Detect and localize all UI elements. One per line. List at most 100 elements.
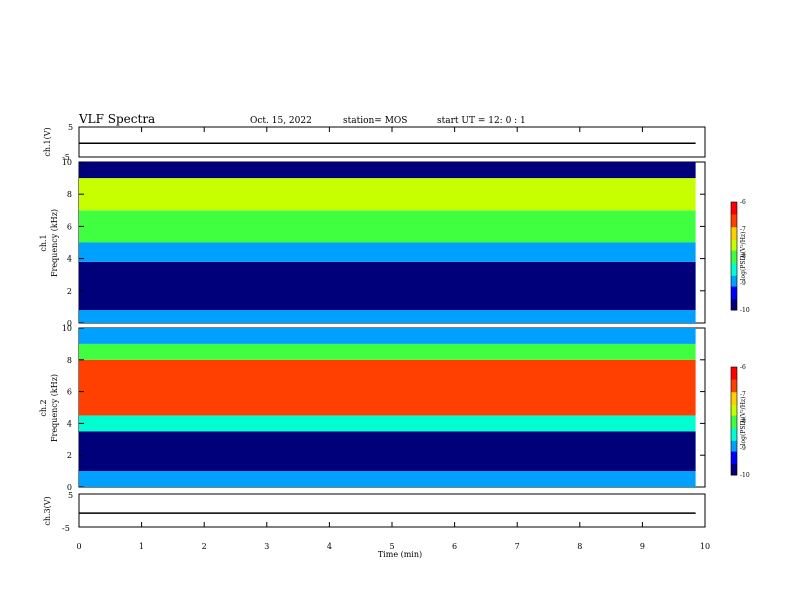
time-tick-label-1: 1 [139, 542, 144, 551]
ch1-colorbar-swatch-59 [731, 308, 737, 311]
ch2-colorbar-swatch-34 [731, 428, 737, 431]
ch3-voltage-panel: 5 -5 ch.3(V) [43, 491, 706, 533]
ch1-colorbar-swatch-16 [731, 230, 737, 234]
ch1-spec-ytick-label-5: 10 [62, 158, 72, 167]
ch1-colorbar-tick-2: -8 [740, 253, 746, 260]
ch2-colorbar-label: log(PSD)(V²/Hz) [740, 397, 747, 446]
ch1-colorbar-swatch-42 [731, 277, 737, 280]
ch3-ytick-bottom: -5 [62, 524, 70, 533]
ch2-colorbar-swatch-4 [731, 374, 737, 377]
ch2-colorbar-frame [730, 366, 738, 476]
ch2-colorbar-swatch-17 [731, 397, 737, 400]
ch2-colorbar-swatch-37 [731, 433, 737, 436]
ch1-spec-band-1 [79, 261, 696, 311]
ch1-colorbar-swatch-49 [731, 290, 737, 293]
ch1-frequency-ylabel: Frequency (kHz) [50, 209, 59, 277]
ch1-colorbar-swatch-25 [731, 247, 737, 250]
ch2-colorbar-swatch-43 [731, 444, 737, 447]
ch1-spec-band-4 [79, 178, 696, 211]
ch2-colorbar-swatch-2 [731, 370, 737, 373]
ch2-colorbar-swatch-24 [731, 410, 737, 413]
ch2-colorbar-swatch-14 [731, 392, 737, 395]
ch2-colorbar-swatch-40 [731, 439, 737, 442]
ch1-colorbar-swatch-27 [731, 250, 737, 253]
ch1-colorbar-swatch-24 [731, 245, 737, 248]
ch2-spec-ytick-label-3: 6 [67, 388, 72, 397]
ch2-colorbar-swatch-39 [731, 437, 737, 440]
ch2-spec-ytick-label-2: 4 [67, 419, 72, 428]
ch2-colorbar-swatch-48 [731, 453, 737, 456]
ch1-colorbar-swatch-9 [731, 218, 737, 221]
ch2-colorbar-swatch-44 [731, 446, 737, 449]
ch1-spec-ytick-label-4: 8 [67, 190, 72, 199]
ch1-colorbar-swatch-40 [731, 274, 737, 277]
ch2-colorbar-swatch-41 [731, 440, 737, 444]
ch1-colorbar-swatch-34 [731, 263, 737, 266]
ch2-colorbar-swatch-26 [731, 413, 737, 417]
ch2-colorbar-swatch-13 [731, 390, 737, 393]
ch2-colorbar-swatch-32 [731, 424, 737, 427]
ch2-colorbar-swatch-19 [731, 401, 737, 404]
ch1-colorbar-swatch-43 [731, 279, 737, 282]
ch2-frequency-ylabel: Frequency (kHz) [50, 374, 59, 442]
ch1-colorbar-swatch-13 [731, 225, 737, 228]
ch1-colorbar-swatch-29 [731, 254, 737, 257]
ch2-colorbar-swatch-11 [731, 386, 737, 390]
ch1-spec-band-0 [79, 310, 696, 323]
ch2-colorbar-swatch-55 [731, 466, 737, 469]
ch1-spec-band-3 [79, 210, 696, 243]
ch1-ytick-top: 5 [68, 123, 73, 132]
ch3-voltage-ylabel: ch.3(V) [43, 496, 52, 525]
ch2-colorbar-swatch-36 [731, 431, 737, 435]
ch2-colorbar-swatch-20 [731, 403, 737, 406]
ch1-spec-ytick-label-2: 4 [67, 255, 72, 264]
ch1-spectrogram-panel: 0 2 4 6 8 10 ch.1 Frequency (kHz) [39, 158, 706, 328]
ch1-colorbar-tick-0: -6 [740, 199, 746, 206]
ch1-colorbar-swatch-10 [731, 220, 737, 223]
ch1-colorbar-swatch-48 [731, 288, 737, 291]
ch2-spectrogram-panel: 0 2 4 6 8 10 ch.2 Frequency (kHz) [39, 324, 706, 492]
ch1-colorbar-swatch-46 [731, 284, 737, 288]
ch2-colorbar-swatch-0 [731, 367, 737, 370]
ch1-colorbar-swatch-4 [731, 209, 737, 212]
ch1-colorbar-swatch-44 [731, 281, 737, 284]
ch2-colorbar-swatch-6 [731, 377, 737, 381]
ch2-colorbar-swatch-18 [731, 399, 737, 402]
ch2-colorbar-swatch-15 [731, 394, 737, 397]
ch2-colorbar-swatch-10 [731, 385, 737, 388]
ch1-colorbar-swatch-3 [731, 207, 737, 210]
ch1-voltage-ylabel: ch.1(V) [43, 127, 52, 156]
time-tick-label-5: 5 [389, 542, 394, 551]
ch2-colorbar: -6 -7 -8 -9 -10 log(PSD)(V²/Hz) [730, 364, 750, 479]
ch1-colorbar-swatch-35 [731, 265, 737, 268]
ch2-colorbar-swatch-58 [731, 471, 737, 474]
ch1-colorbar-swatch-50 [731, 292, 737, 295]
ch1-colorbar-swatch-56 [731, 302, 737, 306]
time-tick-label-10: 10 [700, 542, 710, 551]
ch2-spec-band-1 [79, 431, 696, 472]
ch2-colorbar-tick-1: -7 [740, 391, 746, 398]
ch1-colorbar-swatch-28 [731, 252, 737, 255]
ch2-colorbar-swatch-16 [731, 395, 737, 399]
ch1-colorbar-swatch-58 [731, 306, 737, 309]
ch2-spec-band-2 [79, 415, 696, 432]
ch1-colorbar-swatch-8 [731, 216, 737, 219]
ch1-colorbar-swatch-14 [731, 227, 737, 230]
ch2-spectrogram-image: 0 2 4 6 8 10 [62, 324, 705, 492]
ch2-channel-label: ch.2 [39, 399, 48, 416]
ch2-colorbar-tick-2: -8 [740, 418, 746, 425]
ch2-colorbar-swatch-12 [731, 388, 737, 391]
ch1-colorbar-tick-1: -7 [740, 226, 746, 233]
ch2-spec-band-3 [79, 359, 696, 416]
time-axis-label: Time (min) [378, 550, 422, 559]
ch1-spectrogram-image: 0 2 4 6 8 10 [62, 158, 705, 328]
ch1-ytick-bottom: -5 [62, 153, 70, 162]
ch2-spec-ytick-label-5: 10 [62, 324, 72, 333]
ch1-spec-ytick-label-3: 6 [67, 222, 72, 231]
ch1-colorbar-swatch-11 [731, 221, 737, 225]
ch2-spec-band-4 [79, 343, 696, 360]
ch1-channel-label: ch.1 [39, 234, 48, 251]
start-time-label: start UT = 12: 0 : 1 [437, 116, 526, 126]
ch2-colorbar-swatch-22 [731, 406, 737, 409]
